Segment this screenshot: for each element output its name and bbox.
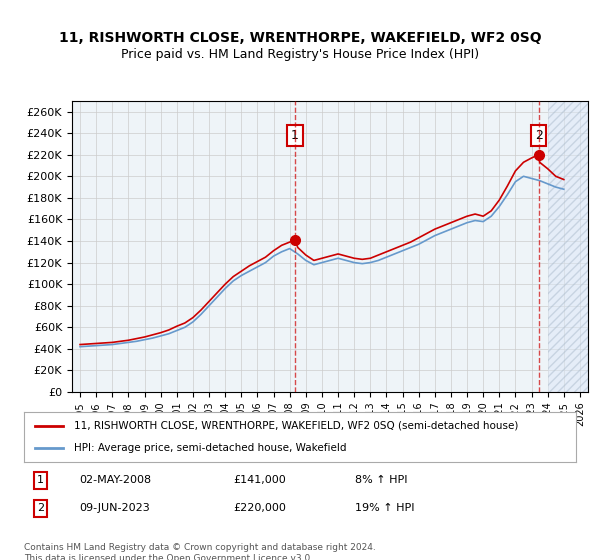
Bar <box>548 101 580 392</box>
Text: £220,000: £220,000 <box>234 503 287 513</box>
Text: 8% ↑ HPI: 8% ↑ HPI <box>355 475 408 485</box>
Text: 11, RISHWORTH CLOSE, WRENTHORPE, WAKEFIELD, WF2 0SQ: 11, RISHWORTH CLOSE, WRENTHORPE, WAKEFIE… <box>59 31 541 45</box>
Text: 09-JUN-2023: 09-JUN-2023 <box>79 503 150 513</box>
Text: 2: 2 <box>535 129 542 142</box>
Text: £141,000: £141,000 <box>234 475 287 485</box>
Text: HPI: Average price, semi-detached house, Wakefield: HPI: Average price, semi-detached house,… <box>74 443 346 453</box>
Text: 11, RISHWORTH CLOSE, WRENTHORPE, WAKEFIELD, WF2 0SQ (semi-detached house): 11, RISHWORTH CLOSE, WRENTHORPE, WAKEFIE… <box>74 421 518 431</box>
Text: Price paid vs. HM Land Registry's House Price Index (HPI): Price paid vs. HM Land Registry's House … <box>121 48 479 60</box>
Text: 1: 1 <box>37 475 44 485</box>
Text: Contains HM Land Registry data © Crown copyright and database right 2024.
This d: Contains HM Land Registry data © Crown c… <box>24 543 376 560</box>
Text: 19% ↑ HPI: 19% ↑ HPI <box>355 503 415 513</box>
Bar <box>548 101 588 392</box>
Text: 2: 2 <box>37 503 44 513</box>
Text: 02-MAY-2008: 02-MAY-2008 <box>79 475 151 485</box>
Text: 1: 1 <box>291 129 299 142</box>
